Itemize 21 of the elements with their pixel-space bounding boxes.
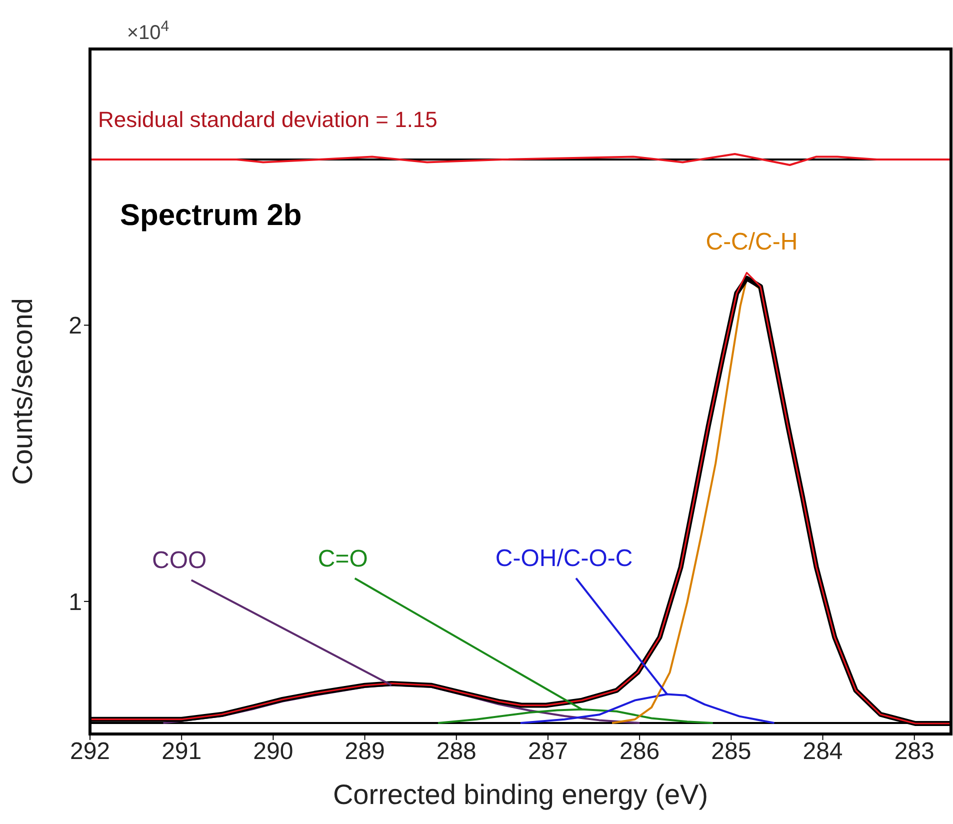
x-tick-label: 289 — [344, 738, 385, 766]
x-tick-label: 285 — [711, 738, 752, 766]
x-tick-label: 292 — [70, 738, 110, 766]
text: COO — [152, 547, 207, 574]
x-tick-label: 286 — [620, 738, 660, 766]
x-tick-label: 290 — [253, 738, 294, 766]
text: C-OH/C-O-C — [495, 545, 633, 572]
y-axis-title: Counts/second — [6, 298, 38, 485]
text: C=O — [318, 545, 368, 572]
x-tick-label: 287 — [528, 738, 568, 766]
text: ×10$^{4}$ — [126, 18, 170, 44]
x-tick-label: 284 — [802, 738, 843, 766]
text: Spectrum 2b — [120, 199, 302, 232]
x-tick-label: 291 — [162, 738, 202, 766]
x-axis-title: Corrected binding energy (eV) — [332, 779, 708, 810]
annotation: Residual standard deviation = 1.15 — [98, 107, 438, 132]
y-tick-label: 2 — [68, 312, 82, 340]
x-tick-label: 288 — [436, 738, 476, 766]
y-tick-label: 1 — [68, 588, 82, 616]
x-tick-label: 283 — [894, 738, 934, 766]
series-label: C-C/C-H — [706, 228, 798, 256]
